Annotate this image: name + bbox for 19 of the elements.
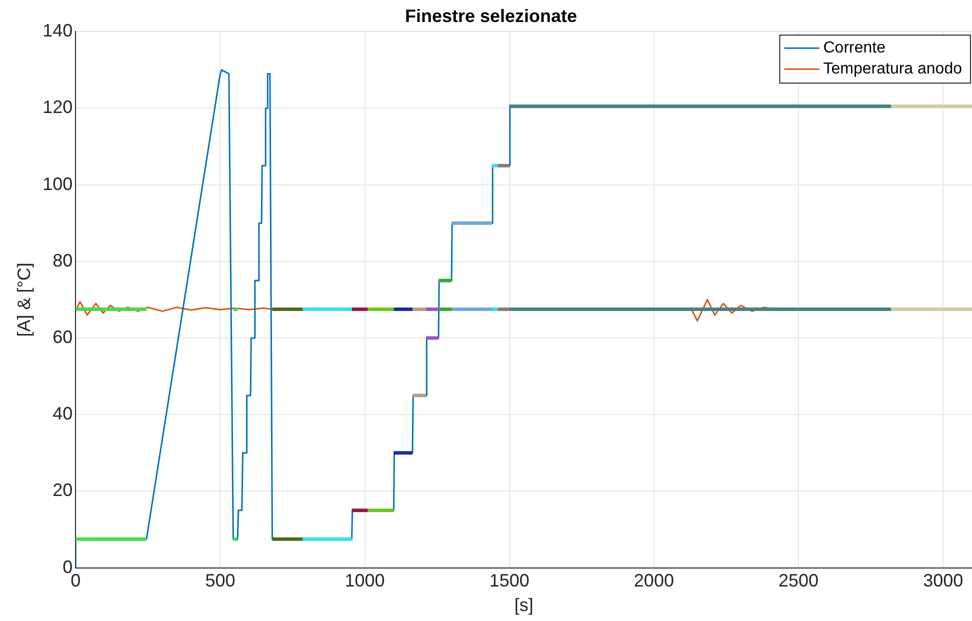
- y-tick-label: 80: [52, 250, 73, 270]
- legend-label: Temperatura anodo: [823, 60, 962, 78]
- chart-title: Finestre selezionate: [404, 6, 578, 26]
- y-axis-title: [A] & [°C]: [14, 262, 34, 337]
- y-tick-label: 20: [52, 480, 73, 500]
- legend-label: Corrente: [823, 40, 886, 57]
- y-tick-label: 60: [52, 326, 73, 347]
- x-tick-label: 2000: [634, 570, 674, 591]
- y-tick-label: 100: [42, 174, 73, 194]
- x-tick-label: 1000: [344, 570, 385, 591]
- y-tick-label: 120: [42, 97, 73, 118]
- x-tick-label: 2500: [778, 570, 819, 591]
- x-axis-title: [s]: [514, 595, 534, 616]
- x-tick-label: 1500: [489, 570, 530, 591]
- x-tick-label: 500: [205, 570, 236, 591]
- y-tick-label: 140: [42, 20, 73, 41]
- x-tick-label: 3000: [923, 570, 964, 591]
- y-tick-label: 0: [62, 556, 73, 577]
- y-tick-label: 40: [52, 404, 73, 424]
